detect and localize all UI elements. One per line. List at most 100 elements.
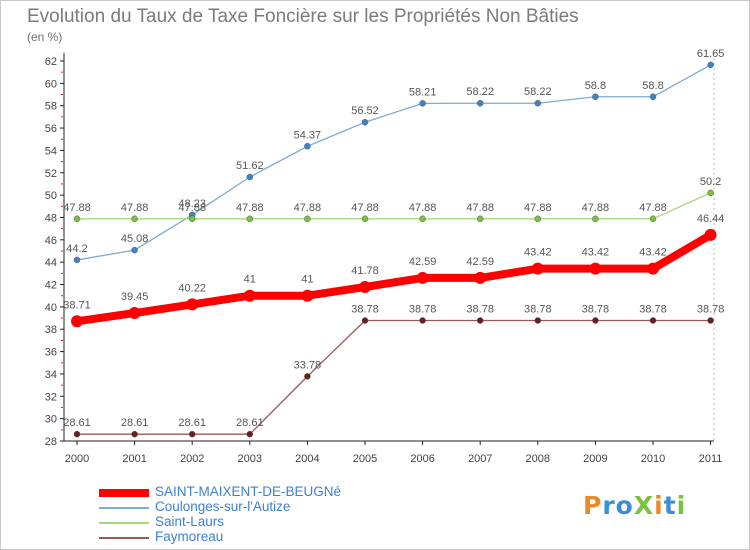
y-tick-label: 54 <box>45 145 57 157</box>
data-label: 58.8 <box>585 80 606 92</box>
data-point <box>649 317 657 324</box>
y-tick-label: 28 <box>45 436 57 448</box>
data-point <box>531 262 544 275</box>
data-label: 54.37 <box>294 129 322 141</box>
data-label: 46.44 <box>697 213 725 225</box>
data-point <box>419 215 426 223</box>
data-label: 45.08 <box>121 233 149 245</box>
data-point <box>707 61 714 69</box>
data-label: 28.61 <box>236 417 264 429</box>
data-point <box>476 317 484 324</box>
legend-swatch <box>99 522 149 524</box>
y-tick-label: 38 <box>45 324 57 336</box>
legend-label: Saint-Laurs <box>155 514 225 529</box>
data-label: 41 <box>244 274 256 286</box>
data-point <box>73 430 81 438</box>
data-label: 43.42 <box>524 247 552 259</box>
data-label: 38.78 <box>697 304 725 316</box>
data-label: 39.45 <box>121 291 149 303</box>
legend-label: Faymoreau <box>155 529 224 544</box>
data-point <box>131 246 138 254</box>
data-point <box>534 317 542 324</box>
data-label: 47.88 <box>409 202 437 214</box>
logo-letter: i <box>676 491 687 520</box>
y-tick-label: 44 <box>45 257 57 269</box>
data-label: 47.88 <box>524 202 552 214</box>
series-line <box>76 319 712 435</box>
data-point <box>649 93 657 101</box>
data-point <box>534 99 542 107</box>
data-point <box>419 317 426 324</box>
x-tick-label: 2006 <box>410 453 434 465</box>
data-point <box>592 215 599 223</box>
y-tick-label: 58 <box>45 101 57 113</box>
data-label: 47.88 <box>178 202 206 214</box>
chart-title: Evolution du Taux de Taxe Foncière sur l… <box>27 6 579 27</box>
data-label: 58.22 <box>466 86 494 98</box>
data-label: 33.78 <box>294 359 322 371</box>
y-tick-label: 36 <box>45 347 57 359</box>
data-point <box>246 430 254 438</box>
data-point <box>304 143 311 150</box>
data-point <box>73 256 81 264</box>
data-label: 58.8 <box>642 80 663 92</box>
data-point <box>304 215 311 223</box>
data-point <box>71 315 83 328</box>
data-label: 47.88 <box>63 202 91 214</box>
data-point <box>186 298 199 311</box>
y-tick-label: 40 <box>45 302 57 314</box>
data-label: 61.65 <box>697 48 725 60</box>
data-point <box>419 100 426 107</box>
data-label: 38.71 <box>63 299 91 311</box>
data-label: 28.61 <box>63 417 91 429</box>
data-label: 48.23 <box>178 198 206 210</box>
data-label: 38.78 <box>409 304 437 316</box>
series-line <box>76 192 712 220</box>
data-point <box>647 262 659 275</box>
x-tick-label: 2011 <box>699 453 723 465</box>
data-label: 43.42 <box>639 247 667 259</box>
data-label: 47.88 <box>121 202 149 214</box>
data-point <box>534 215 542 223</box>
legend-swatch <box>99 489 149 497</box>
data-label: 47.88 <box>582 202 610 214</box>
y-tick-label: 46 <box>45 235 57 247</box>
y-tick-label: 50 <box>45 190 57 202</box>
data-point <box>246 173 254 181</box>
data-point <box>707 317 714 324</box>
data-label: 38.78 <box>524 304 552 316</box>
series-line <box>73 230 715 326</box>
x-tick-label: 2001 <box>122 453 146 465</box>
x-tick-label: 2007 <box>468 453 492 465</box>
y-unit-label: (en %) <box>27 30 63 44</box>
logo-letter: r <box>602 491 616 520</box>
data-label: 43.42 <box>582 247 610 259</box>
data-point <box>592 93 599 101</box>
data-point <box>304 373 311 380</box>
y-tick-label: 30 <box>45 414 57 426</box>
y-tick-label: 34 <box>45 369 57 381</box>
logo-letter: X <box>633 491 655 520</box>
data-point <box>359 280 371 293</box>
data-label: 44.2 <box>66 243 87 255</box>
data-label: 47.88 <box>351 202 379 214</box>
data-point <box>128 307 141 320</box>
data-point <box>131 215 138 223</box>
legend-label: SAINT-MAIXENT-DE-BEUGNé <box>155 484 342 499</box>
logo-letter: o <box>615 491 634 520</box>
data-label: 58.21 <box>409 86 437 98</box>
x-tick-label: 2004 <box>295 453 319 465</box>
data-point <box>188 430 196 438</box>
y-tick-label: 56 <box>45 123 57 135</box>
x-tick-label: 2002 <box>180 453 204 465</box>
x-tick-label: 2010 <box>641 453 665 465</box>
y-tick-label: 62 <box>45 56 57 68</box>
logo-letter: P <box>583 491 603 520</box>
data-label: 38.78 <box>351 304 379 316</box>
legend-swatch <box>99 537 149 539</box>
data-point <box>131 430 138 438</box>
data-label: 38.78 <box>582 304 610 316</box>
data-point <box>476 215 484 223</box>
